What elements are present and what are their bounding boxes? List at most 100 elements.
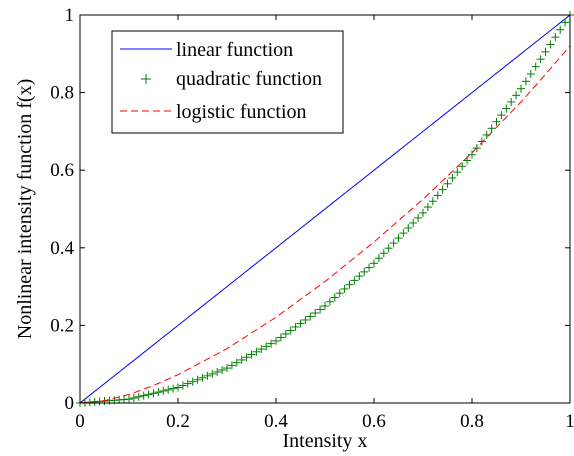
- quadratic-point: [154, 388, 163, 397]
- quadratic-point: [448, 173, 457, 182]
- quadratic-point: [257, 345, 266, 354]
- plot-frame: [79, 14, 571, 404]
- x-tick-label: 1: [565, 411, 574, 432]
- quadratic-point: [350, 276, 359, 285]
- quadratic-point: [198, 373, 207, 382]
- quadratic-point: [487, 124, 496, 133]
- quadratic-point: [389, 239, 398, 248]
- quadratic-point: [428, 197, 437, 206]
- quadratic-point: [267, 339, 276, 348]
- quadratic-point: [384, 244, 393, 253]
- x-tick-label: 0.8: [460, 411, 484, 432]
- ticks-layer: 0 0.2 0.4 0.6 0.8 1 0 0.2 0.4 0.6 0.8 1: [50, 5, 574, 432]
- y-tick-label: 0.6: [50, 160, 74, 181]
- y-axis-label: Nonlinear intensity function f(x): [14, 79, 36, 340]
- quadratic-point: [345, 280, 354, 289]
- quadratic-point: [526, 69, 535, 78]
- quadratic-point: [178, 381, 187, 390]
- quadratic-point: [561, 18, 570, 27]
- quadratic-point: [468, 150, 476, 159]
- y-tick-label: 0.8: [50, 83, 74, 104]
- legend-label-logistic: logistic function: [176, 101, 307, 123]
- quadratic-point: [335, 289, 344, 298]
- series-1: [79, 14, 571, 404]
- x-axis-label: Intensity x: [283, 430, 368, 452]
- quadratic-point: [423, 203, 432, 212]
- quadratic-point: [497, 111, 506, 120]
- quadratic-point: [237, 355, 246, 364]
- quadratic-point: [531, 62, 540, 71]
- quadratic-point: [321, 302, 329, 310]
- quadratic-point: [286, 326, 295, 335]
- quadratic-point: [144, 390, 153, 399]
- x-tick-label: 0.4: [264, 411, 288, 432]
- quadratic-point: [159, 386, 168, 395]
- quadratic-point: [541, 47, 550, 56]
- quadratic-point: [546, 40, 555, 49]
- quadratic-point: [208, 369, 217, 378]
- quadratic-point: [218, 366, 227, 375]
- quadratic-point: [551, 33, 560, 42]
- quadratic-point: [340, 284, 349, 293]
- quadratic-point: [252, 347, 261, 356]
- quadratic-point: [502, 104, 511, 113]
- quadratic-point: [360, 267, 369, 276]
- x-tick-label: 0: [75, 411, 85, 432]
- legend: linear function quadratic function logis…: [111, 30, 344, 134]
- linear-line: [79, 14, 571, 404]
- quadratic-point: [174, 383, 182, 392]
- quadratic-point: [125, 395, 133, 404]
- quadratic-point: [399, 229, 408, 238]
- quadratic-point: [453, 168, 462, 177]
- quadratic-point: [374, 254, 383, 263]
- quadratic-point: [139, 391, 148, 400]
- logistic-line: [79, 45, 571, 404]
- quadratic-point: [419, 208, 427, 217]
- quadratic-point: [247, 350, 256, 359]
- quadratic-point: [316, 305, 325, 314]
- quadratic-point: [193, 375, 202, 384]
- quadratic-point: [379, 249, 388, 258]
- quadratic-point: [330, 293, 339, 302]
- quadratic-point: [521, 77, 530, 86]
- quadratic-point: [276, 333, 285, 342]
- quadratic-point: [164, 385, 173, 394]
- quadratic-point: [477, 137, 486, 146]
- x-tick-label: 0.2: [166, 411, 190, 432]
- y-tick-label: 1: [65, 5, 75, 26]
- quadratic-point: [433, 191, 442, 200]
- quadratic-point: [169, 384, 178, 393]
- quadratic-point: [203, 371, 212, 380]
- legend-swatch-quadratic: [141, 74, 151, 84]
- legend-label-quadratic: quadratic function: [176, 68, 322, 90]
- quadratic-point: [404, 224, 413, 233]
- quadratic-point: [223, 364, 231, 373]
- quadratic-point: [355, 272, 364, 281]
- quadratic-point: [129, 393, 138, 402]
- quadratic-point: [291, 322, 300, 331]
- quadratic-point: [512, 91, 521, 100]
- quadratic-point: [183, 379, 192, 388]
- legend-box: [111, 30, 344, 134]
- quadratic-point: [370, 259, 378, 268]
- quadratic-point: [272, 336, 280, 345]
- quadratic-point: [492, 117, 501, 126]
- quadratic-point: [394, 234, 403, 243]
- quadratic-point: [556, 25, 565, 34]
- legend-label-linear: linear function: [176, 39, 293, 61]
- quadratic-point: [149, 389, 158, 398]
- quadratic-point: [296, 319, 305, 328]
- y-tick-label: 0.2: [50, 315, 74, 336]
- quadratic-point: [438, 185, 447, 194]
- quadratic-point: [301, 315, 310, 324]
- quadratic-point: [262, 342, 271, 351]
- quadratic-point: [188, 377, 197, 386]
- series-3: [79, 45, 571, 404]
- quadratic-point: [281, 329, 290, 338]
- quadratic-point: [311, 308, 320, 317]
- quadratic-point: [365, 263, 374, 272]
- quadratic-point: [458, 162, 467, 171]
- quadratic-point: [536, 55, 545, 64]
- quadratic-point: [409, 218, 418, 227]
- quadratic-point: [227, 361, 236, 370]
